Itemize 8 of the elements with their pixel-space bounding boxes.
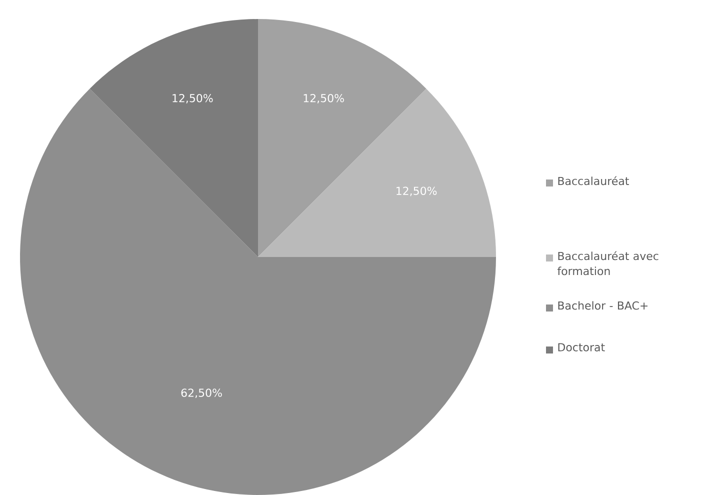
legend-label: Baccalauréat avec formation — [557, 251, 658, 276]
data-label: 12,50% — [172, 94, 213, 104]
data-label: 62,50% — [181, 388, 222, 398]
data-label: 12,50% — [304, 94, 344, 104]
data-label: 12,50% — [396, 186, 437, 196]
legend-label: Bachelor - BAC+ — [558, 301, 648, 310]
legend-label: Baccalauréat — [558, 176, 629, 186]
legend-label: Doctorat — [558, 343, 605, 352]
